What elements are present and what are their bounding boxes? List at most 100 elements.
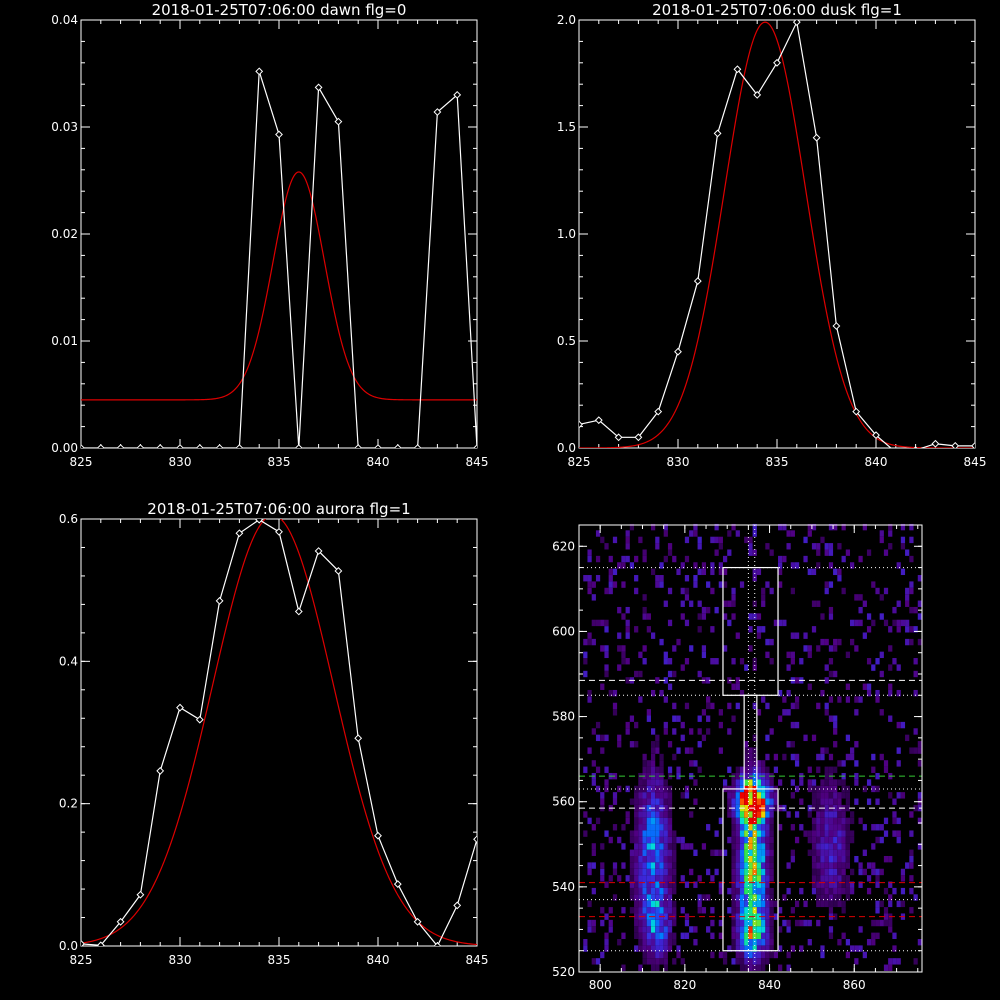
image-heatmap-cell: [638, 811, 643, 818]
image-heatmap-cell: [858, 594, 863, 601]
image-heatmap-cell: [612, 689, 618, 697]
image-heatmap-cell: [816, 868, 821, 876]
image-heatmap-cell: [765, 919, 770, 927]
image-heatmap-cell: [663, 926, 668, 933]
image-heatmap-cell: [854, 945, 859, 952]
image-heatmap-cell: [790, 530, 795, 537]
image-heatmap-cell: [816, 811, 821, 818]
image-heatmap-cell: [837, 760, 842, 767]
image-heatmap-cell: [900, 523, 906, 531]
image-heatmap-cell: [731, 683, 736, 690]
image-heatmap-cell: [799, 887, 804, 895]
image-heatmap-cell: [646, 868, 651, 876]
image-heatmap-cell: [769, 939, 774, 946]
image-heatmap-cell: [680, 843, 685, 850]
image-heatmap-cell: [604, 619, 609, 627]
image-heatmap-cell: [659, 798, 664, 805]
image-heatmap-cell: [612, 581, 618, 588]
aurora-xtick-label: 825: [70, 953, 93, 967]
image-heatmap-cell: [646, 887, 651, 895]
image-heatmap-cell: [646, 817, 651, 825]
image-heatmap-cell: [634, 555, 639, 563]
aurora-ytick-label: 0.2: [59, 797, 78, 811]
image-heatmap-cell: [600, 734, 605, 742]
image-heatmap-cell: [828, 862, 834, 869]
image-heatmap-cell: [816, 766, 821, 773]
image-heatmap-cell: [595, 555, 601, 563]
dawn-xtick-label: 835: [268, 455, 291, 469]
image-heatmap-cell: [769, 894, 774, 901]
image-heatmap-cell: [739, 900, 745, 908]
image-heatmap-cell: [761, 817, 766, 825]
image-heatmap-cell: [739, 951, 745, 959]
image-heatmap-cell: [659, 951, 664, 959]
image-heatmap-cell: [879, 651, 884, 659]
image-heatmap-cell: [684, 575, 690, 582]
aurora-xtick-label: 835: [268, 953, 291, 967]
image-heatmap-cell: [718, 709, 723, 716]
image-heatmap-cell: [769, 868, 774, 876]
image-heatmap-cell: [735, 907, 740, 914]
image-heatmap-cell: [794, 753, 800, 761]
image-heatmap-cell: [824, 747, 829, 754]
image-heatmap-cell: [909, 862, 914, 869]
image-heatmap-cell: [756, 824, 762, 831]
image-heatmap-cell: [756, 900, 762, 908]
image-heatmap-cell: [883, 919, 889, 927]
image-heatmap-cell: [883, 913, 889, 920]
image-heatmap-cell: [689, 645, 694, 652]
image-heatmap-cell: [900, 792, 906, 799]
image-heatmap-cell: [629, 741, 635, 748]
image-heatmap-cell: [650, 689, 656, 697]
image-heatmap-cell: [807, 830, 812, 837]
image-heatmap-cell: [824, 798, 829, 805]
image-heatmap-cell: [667, 817, 673, 825]
image-heatmap-cell: [744, 753, 749, 761]
dusk-data-point: [713, 129, 722, 138]
image-heatmap-cell: [617, 875, 622, 882]
image-heatmap-cell: [879, 594, 884, 601]
image-heatmap-cell: [883, 964, 889, 971]
image-heatmap-cell: [837, 900, 842, 908]
image-heatmap-cell: [650, 632, 656, 639]
image-heatmap-cell: [807, 645, 812, 652]
image-heatmap-cell: [655, 900, 660, 908]
image-heatmap-cell: [638, 696, 643, 703]
image-heatmap-cell: [697, 626, 702, 633]
dusk-data-point: [812, 133, 821, 142]
image-heatmap-cell: [667, 811, 673, 818]
image-heatmap-cell: [866, 658, 872, 665]
image-heatmap-cell: [650, 728, 656, 735]
dawn-data-point: [334, 117, 343, 126]
image-heatmap-cell: [803, 645, 808, 652]
image-heatmap-cell: [663, 804, 668, 812]
image-heatmap-cell: [731, 798, 736, 805]
image-heatmap-cell: [722, 849, 728, 856]
image-heatmap-cell: [833, 855, 838, 863]
image-heatmap-cell: [752, 824, 757, 831]
dawn-data-point: [116, 444, 125, 448]
image-heatmap-cell: [896, 626, 901, 633]
image-heatmap-cell: [663, 855, 668, 863]
image-heatmap-cell: [693, 523, 698, 531]
dawn-data-point: [195, 444, 204, 448]
image-heatmap-cell: [731, 811, 736, 818]
image-heatmap-cell: [811, 779, 817, 786]
image-heatmap-cell: [845, 804, 851, 812]
image-heatmap-cell: [591, 926, 596, 933]
image-heatmap-cell: [888, 664, 893, 671]
image-heatmap-cell: [735, 919, 740, 927]
image-heatmap-cell: [888, 964, 893, 971]
image-heatmap-cell: [875, 587, 880, 595]
image-heatmap-cell: [850, 836, 855, 844]
image-heatmap-cell: [600, 619, 605, 627]
image-heatmap-cell: [850, 638, 855, 646]
image-heatmap-cell: [663, 875, 668, 882]
image-heatmap-cell: [672, 555, 677, 563]
dusk-data-point: [579, 420, 583, 429]
image-heatmap-cell: [650, 875, 656, 882]
dawn-data-point: [176, 444, 184, 448]
image-heatmap-cell: [820, 868, 825, 876]
image-heatmap-cell: [739, 836, 745, 844]
